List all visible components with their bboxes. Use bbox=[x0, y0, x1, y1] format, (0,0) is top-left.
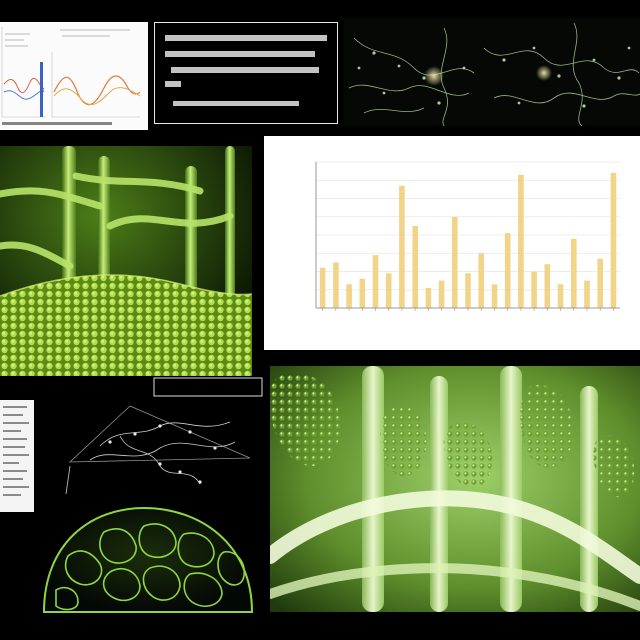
bar-chart bbox=[315, 161, 620, 311]
chart-bar bbox=[478, 253, 484, 309]
text-card bbox=[154, 22, 338, 124]
chart-bar bbox=[504, 233, 511, 308]
plant-structure-image bbox=[0, 146, 252, 376]
chart-bar bbox=[333, 262, 339, 308]
network-diagram bbox=[42, 377, 263, 613]
chart-bar bbox=[465, 273, 471, 308]
chart-bar bbox=[412, 225, 418, 308]
chart-bar bbox=[346, 284, 352, 308]
chart-bar bbox=[385, 273, 392, 308]
chart-bar bbox=[544, 264, 551, 308]
chart-bar bbox=[319, 267, 326, 308]
neuron-network-image bbox=[344, 18, 640, 126]
chart-bar bbox=[372, 255, 379, 308]
document-sheet bbox=[0, 400, 34, 512]
text-card-scribble bbox=[165, 35, 327, 106]
plant-structure-illustration bbox=[0, 146, 252, 376]
chart-bar bbox=[557, 284, 564, 308]
chart-bar bbox=[584, 280, 590, 308]
chart-bar bbox=[531, 271, 537, 308]
chart-bar bbox=[359, 278, 366, 308]
chart-bar bbox=[425, 287, 432, 308]
tissue-macro-illustration bbox=[270, 366, 640, 612]
bar-chart-panel bbox=[264, 136, 640, 350]
chart-bar bbox=[571, 238, 577, 308]
tissue-macro-image bbox=[270, 366, 640, 612]
chart-bar bbox=[610, 172, 617, 308]
chart-bar bbox=[438, 280, 445, 308]
document-sheet-lines bbox=[3, 406, 29, 496]
chart-bar bbox=[399, 185, 405, 308]
chart-bar bbox=[452, 216, 458, 309]
network-diagram-panel bbox=[40, 376, 268, 616]
chart-bar bbox=[597, 258, 603, 308]
chart-bar bbox=[491, 284, 498, 308]
top-chart-panel bbox=[0, 22, 148, 130]
chart-bar bbox=[518, 174, 524, 308]
line-chart-figure bbox=[0, 22, 148, 130]
neuron-network-texture bbox=[348, 22, 640, 126]
